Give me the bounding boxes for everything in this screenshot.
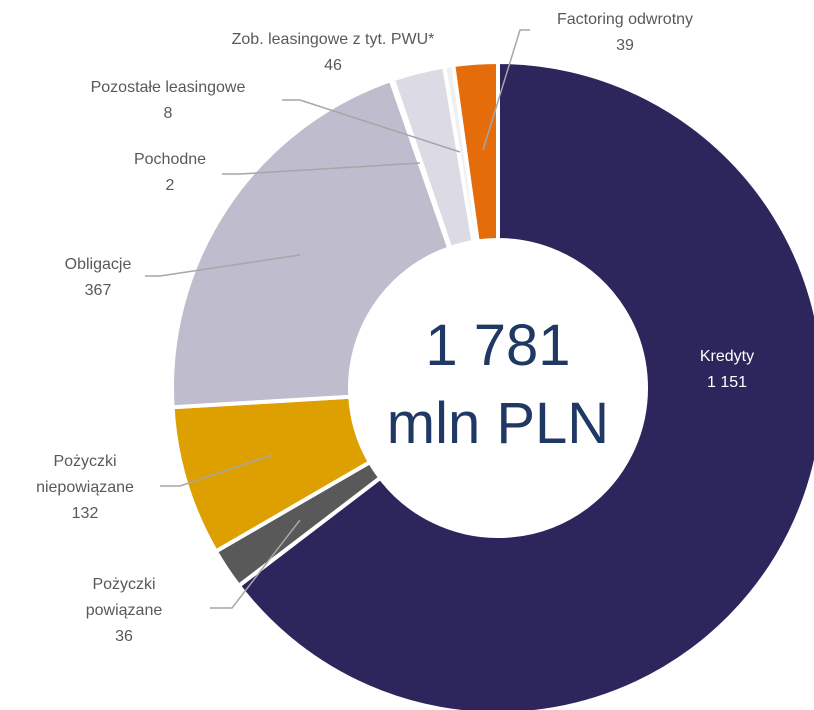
slice-label: Obligacje: [64, 256, 132, 273]
leader-line: [282, 99, 461, 153]
center-total: 1 781: [425, 313, 571, 378]
center-unit: mln PLN: [386, 391, 610, 456]
slice-label: Zob. leasingowe z tyt. PWU*: [231, 31, 435, 48]
slice-value: 132: [71, 505, 99, 522]
slice: [236, 59, 814, 710]
slice-value: 367: [84, 282, 112, 299]
slice-value: 1 151: [706, 374, 748, 391]
leader-line: [222, 162, 421, 175]
leader-line: [145, 254, 301, 277]
leader-line: [210, 519, 301, 609]
slice: [451, 59, 500, 244]
slice-label: Pozostałe leasingowe: [90, 79, 246, 96]
slice-value: 8: [163, 105, 173, 122]
slice-label: Pożyczki niepowiązane: [36, 453, 134, 496]
slice-label: Pożyczki powiązane: [85, 576, 163, 619]
slice-value: 46: [324, 57, 342, 74]
slice-label: Kredyty: [699, 348, 755, 365]
slice-value: 39: [616, 37, 634, 54]
slice-label: Factoring odwrotny: [556, 11, 694, 28]
slice: [170, 77, 452, 410]
slice-value: 36: [115, 628, 133, 645]
slice-value: 2: [165, 177, 175, 194]
leader-line: [160, 454, 273, 487]
slice-label: Pochodne: [133, 151, 207, 168]
leader-line: [482, 29, 530, 151]
